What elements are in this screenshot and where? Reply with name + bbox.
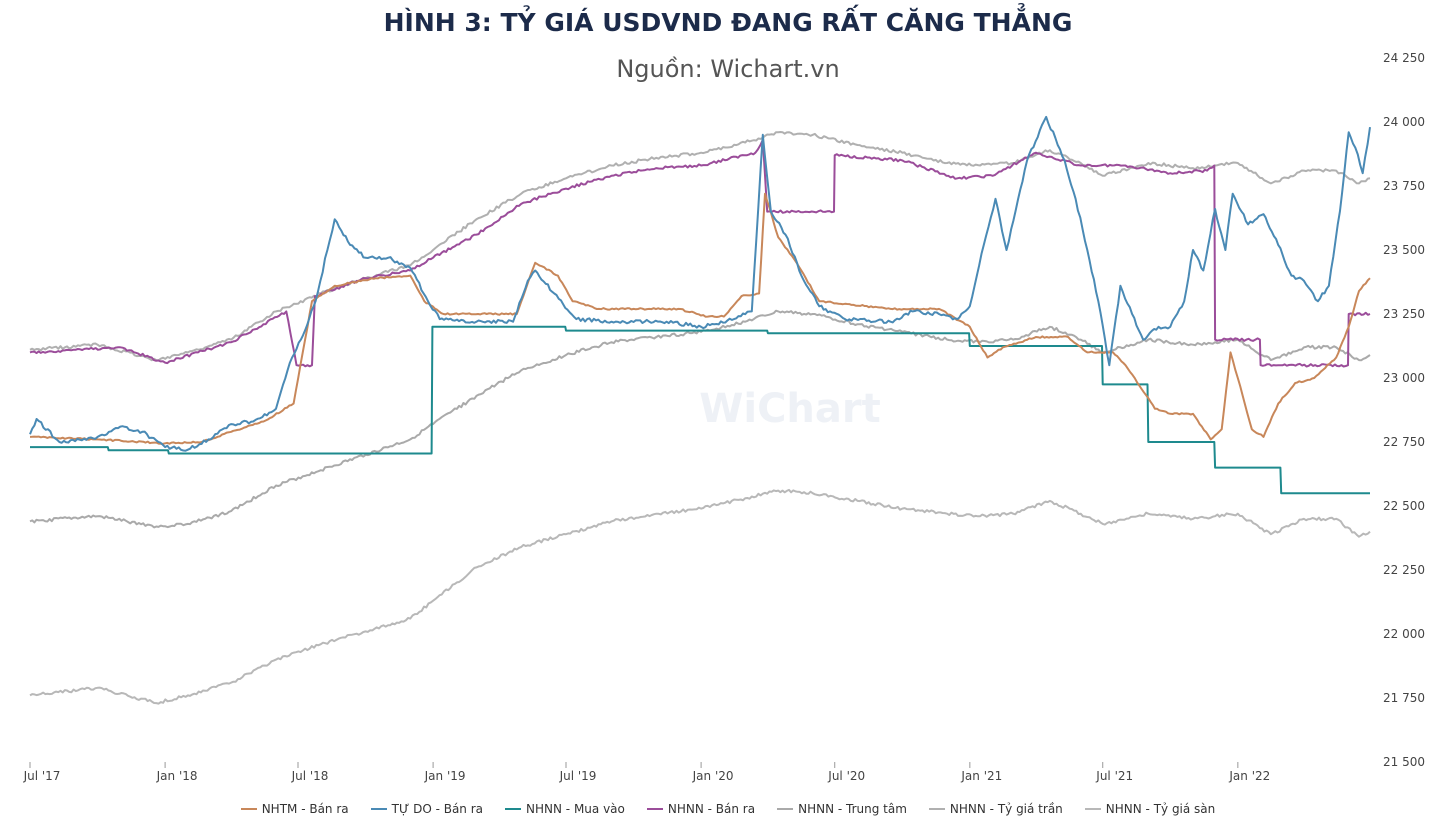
- legend-label: NHTM - Bán ra: [261, 802, 349, 816]
- legend-item[interactable]: NHNN - Tỷ giá trần: [928, 802, 1063, 816]
- legend-item[interactable]: NHNN - Mua vào: [505, 802, 625, 816]
- y-tick-label: 24 250: [1383, 51, 1425, 65]
- x-tick-label: Jul '18: [291, 769, 329, 783]
- legend-label: NHNN - Tỷ giá trần: [949, 802, 1063, 816]
- series-line-5: [29, 131, 1371, 362]
- x-tick-label: Jan '20: [692, 769, 734, 783]
- legend-item[interactable]: NHNN - Trung tâm: [777, 802, 907, 816]
- y-tick-label: 23 250: [1383, 307, 1425, 321]
- legend-swatch: [646, 808, 663, 810]
- series-group: [29, 115, 1371, 705]
- series-line-2: [30, 325, 1370, 495]
- legend-swatch: [928, 808, 945, 810]
- legend-item[interactable]: NHTM - Bán ra: [240, 802, 349, 816]
- legend-label: NHNN - Bán ra: [667, 802, 756, 816]
- series-line-1: [29, 115, 1371, 452]
- y-tick-label: 24 000: [1383, 115, 1425, 129]
- series-line-0: [29, 192, 1371, 445]
- legend: NHTM - Bán ra TỰ DO - Bán ra NHNN - Mua và…: [0, 802, 1456, 816]
- legend-swatch: [370, 808, 387, 810]
- x-tick-label: Jan '21: [960, 769, 1002, 783]
- x-tick-label: Jul '21: [1095, 769, 1133, 783]
- legend-swatch: [1084, 808, 1101, 810]
- y-tick-label: 21 750: [1383, 691, 1425, 705]
- line-chart: WiChart 24 250 24 000 23 750 23 500 23 250 23…: [23, 51, 1425, 783]
- x-axis: Jul '17 Jan '18 Jul '18 Jan '19 Jul '19 Jan '…: [23, 762, 1270, 783]
- legend-item[interactable]: NHNN - Bán ra: [646, 802, 756, 816]
- y-axis: 24 250 24 000 23 750 23 500 23 250 23 000 22 7…: [1383, 51, 1425, 769]
- legend-item[interactable]: NHNN - Tỷ giá sàn: [1084, 802, 1216, 816]
- watermark-text: WiChart: [699, 386, 881, 432]
- legend-label: NHNN - Mua vào: [526, 802, 625, 816]
- legend-item[interactable]: TỰ DO - Bán ra: [370, 802, 484, 816]
- x-tick-label: Jan '22: [1228, 769, 1270, 783]
- chart-subtitle: Nguồn: Wichart.vn: [616, 55, 840, 83]
- y-tick-label: 21 500: [1383, 755, 1425, 769]
- x-tick-label: Jan '18: [156, 769, 198, 783]
- legend-swatch: [777, 808, 794, 810]
- y-tick-label: 22 250: [1383, 563, 1425, 577]
- y-tick-label: 22 500: [1383, 499, 1425, 513]
- legend-label: NHNN - Tỷ giá sàn: [1105, 802, 1216, 816]
- series-line-3: [29, 138, 1371, 368]
- chart-title: HÌNH 3: TỶ GIÁ USDVND ĐANG RẤT CĂNG THẲN…: [383, 8, 1073, 37]
- legend-swatch: [505, 808, 522, 810]
- legend-label: NHNN - Trung tâm: [798, 802, 907, 816]
- x-tick-label: Jan '19: [424, 769, 466, 783]
- legend-swatch: [240, 808, 257, 810]
- series-line-6: [29, 488, 1371, 705]
- y-tick-label: 23 500: [1383, 243, 1425, 257]
- y-tick-label: 23 000: [1383, 371, 1425, 385]
- x-tick-label: Jul '20: [827, 769, 865, 783]
- y-tick-label: 23 750: [1383, 179, 1425, 193]
- series-line-4: [29, 309, 1371, 529]
- x-tick-label: Jul '17: [23, 769, 61, 783]
- y-tick-label: 22 000: [1383, 627, 1425, 641]
- legend-label: TỰ DO - Bán ra: [391, 802, 484, 816]
- x-tick-label: Jul '19: [559, 769, 597, 783]
- y-tick-label: 22 750: [1383, 435, 1425, 449]
